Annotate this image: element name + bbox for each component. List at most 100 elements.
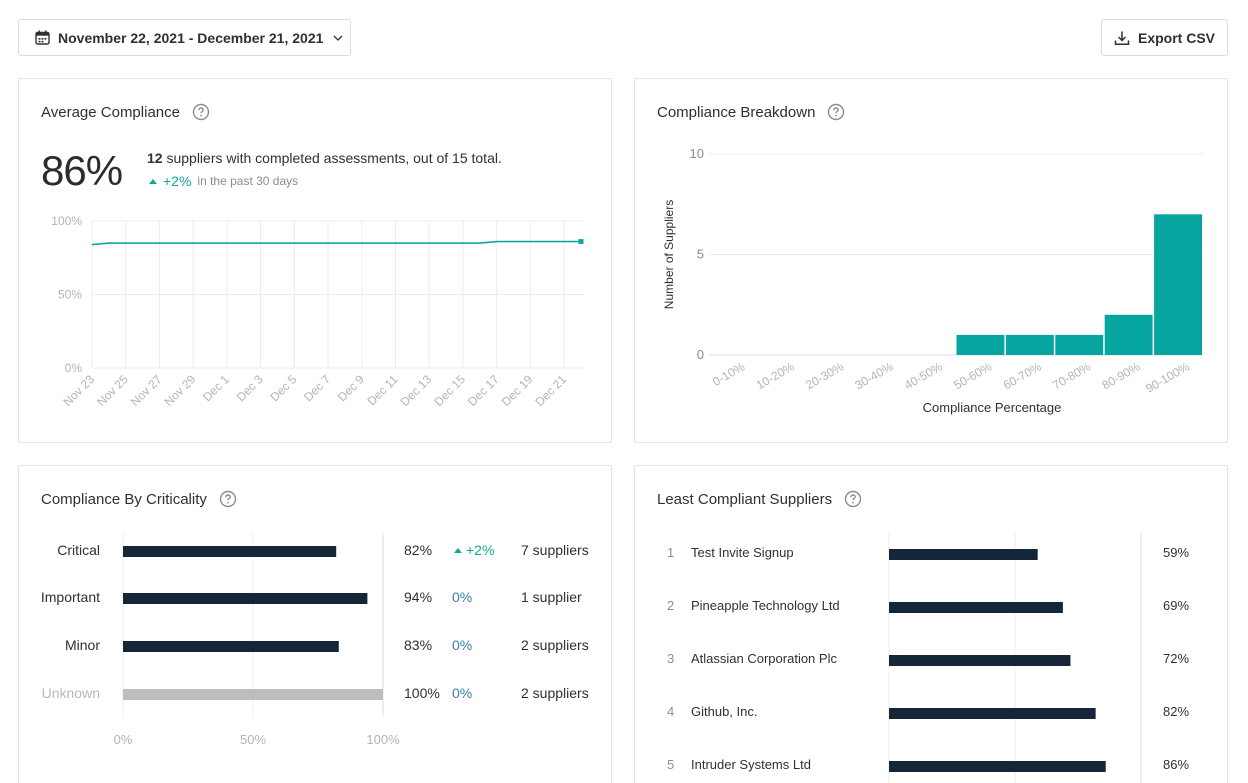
least-compliant-card: Least Compliant Suppliers 1 Test Invite S… [634, 465, 1228, 783]
criticality-change-value: 0% [452, 685, 473, 701]
criticality-supplier-count: 1 supplier [521, 589, 582, 605]
supplier-rank: 3 [667, 651, 675, 666]
y-tick-label: 50% [58, 288, 82, 302]
card-title-text: Compliance By Criticality [41, 490, 207, 508]
criticality-pct: 94% [404, 589, 433, 605]
supplier-row[interactable]: 1 Test Invite Signup 59% [635, 545, 1227, 565]
criticality-row: Minor 83% 0% 2 suppliers [19, 637, 611, 657]
criticality-label: Minor [64, 637, 100, 653]
supplier-compliance-bar[interactable] [889, 655, 1071, 666]
compliance-delta: +2% in the past 30 days [147, 173, 298, 189]
calendar-icon [35, 30, 50, 45]
x-tick-label: Nov 27 [128, 372, 165, 409]
criticality-pct: 100% [404, 685, 440, 701]
x-tick-label: Dec 1 [200, 372, 232, 404]
x-tick-label: 80-90% [1100, 359, 1143, 392]
supplier-pct: 69% [1163, 598, 1190, 613]
supplier-compliance-bar[interactable] [889, 708, 1096, 719]
supplier-name[interactable]: Github, Inc. [691, 704, 758, 719]
help-icon[interactable] [192, 103, 210, 121]
supplier-rank: 4 [667, 704, 675, 719]
trend-up-icon [454, 547, 462, 553]
x-tick-label: Dec 15 [431, 372, 468, 409]
criticality-bar[interactable] [123, 641, 339, 652]
x-tick-label: Nov 23 [60, 372, 97, 409]
x-tick-label: 0-10% [710, 359, 747, 389]
trend-up-icon [149, 178, 157, 184]
x-tick-label: 50-60% [951, 359, 994, 392]
x-tick-label: 60-70% [1001, 359, 1044, 392]
criticality-pct: 82% [404, 542, 433, 558]
supplier-name[interactable]: Pineapple Technology Ltd [691, 598, 840, 613]
supplier-compliance-bar[interactable] [889, 549, 1038, 560]
help-icon[interactable] [219, 490, 237, 508]
criticality-supplier-count: 7 suppliers [521, 542, 589, 558]
criticality-change: 0% [452, 685, 472, 701]
supplier-row[interactable]: 3 Atlassian Corporation Plc 72% [635, 651, 1227, 671]
x-tick-label: Nov 29 [162, 372, 199, 409]
criticality-title: Compliance By Criticality [41, 490, 237, 508]
histogram-bar[interactable] [956, 334, 1005, 355]
supplier-compliance-bar[interactable] [889, 602, 1063, 613]
supplier-pct: 82% [1163, 704, 1190, 719]
average-compliance-title: Average Compliance [41, 103, 210, 121]
supplier-pct: 59% [1163, 545, 1190, 560]
supplier-row[interactable]: 5 Intruder Systems Ltd 86% [635, 757, 1227, 777]
average-compliance-value: 86% [41, 147, 123, 194]
x-tick-label: Dec 13 [398, 372, 435, 409]
supplier-pct: 72% [1163, 651, 1190, 666]
x-axis-label: Compliance Percentage [923, 400, 1062, 415]
supplier-compliance-bar[interactable] [889, 761, 1106, 772]
supplier-name[interactable]: Intruder Systems Ltd [691, 757, 811, 772]
supplier-rank: 5 [667, 757, 675, 772]
x-tick-label: Dec 17 [465, 372, 502, 409]
completed-summary: 12 suppliers with completed assessments,… [147, 150, 502, 166]
supplier-row[interactable]: 2 Pineapple Technology Ltd 69% [635, 598, 1227, 618]
x-tick-label: Dec 19 [499, 372, 536, 409]
x-tick-label: 20-30% [803, 359, 846, 392]
supplier-rank: 1 [667, 545, 675, 560]
criticality-card: Compliance By Criticality 0% 50% 100% Crit… [18, 465, 612, 783]
help-icon[interactable] [827, 103, 845, 121]
summary-text: suppliers with completed assessments, ou… [162, 150, 502, 166]
y-tick-label: 10 [690, 146, 704, 161]
date-range-picker[interactable]: November 22, 2021 - December 21, 2021 [18, 19, 351, 56]
criticality-label: Important [40, 589, 100, 605]
chevron-down-icon [333, 35, 343, 41]
criticality-bar[interactable] [123, 593, 368, 604]
criticality-supplier-count: 2 suppliers [521, 637, 589, 653]
last-point-marker[interactable] [578, 239, 584, 245]
criticality-pct: 83% [404, 637, 433, 653]
compliance-line [91, 240, 581, 246]
x-tick-label: Dec 3 [234, 372, 266, 404]
date-range-label: November 22, 2021 - December 21, 2021 [58, 29, 324, 46]
criticality-bar-chart: 0% 50% 100% [114, 533, 400, 747]
histogram-bar[interactable] [1005, 334, 1054, 355]
criticality-change-value: 0% [452, 589, 473, 605]
supplier-rank: 2 [667, 598, 675, 613]
download-icon [1114, 31, 1130, 45]
export-csv-button[interactable]: Export CSV [1101, 19, 1228, 56]
x-tick-label: Dec 9 [335, 372, 367, 404]
y-tick-label: 5 [697, 247, 704, 262]
criticality-change: +2% [452, 542, 494, 558]
compliance-breakdown-card: Compliance Breakdown 0 5 10 0-10% 10-20% 20-3… [634, 78, 1228, 443]
criticality-bar[interactable] [123, 546, 337, 557]
help-icon[interactable] [844, 490, 862, 508]
x-tick-label: Dec 11 [364, 372, 400, 408]
histogram-bar[interactable] [1154, 214, 1202, 355]
x-tick-label: 70-80% [1050, 359, 1093, 392]
delta-period: in the past 30 days [197, 174, 299, 188]
x-tick-label: Dec 7 [301, 372, 333, 404]
y-tick-label: 0 [697, 347, 704, 362]
criticality-supplier-count: 2 suppliers [521, 685, 589, 701]
histogram-bar[interactable] [1104, 314, 1153, 355]
criticality-change: 0% [452, 589, 472, 605]
histogram-bar[interactable] [1055, 334, 1104, 355]
delta-value: +2% [163, 173, 192, 189]
supplier-name[interactable]: Atlassian Corporation Plc [691, 651, 837, 666]
supplier-name[interactable]: Test Invite Signup [691, 545, 794, 560]
supplier-row[interactable]: 4 Github, Inc. 82% [635, 704, 1227, 724]
criticality-row: Critical 82% +2% 7 suppliers [19, 542, 611, 562]
criticality-bar[interactable] [123, 689, 383, 700]
